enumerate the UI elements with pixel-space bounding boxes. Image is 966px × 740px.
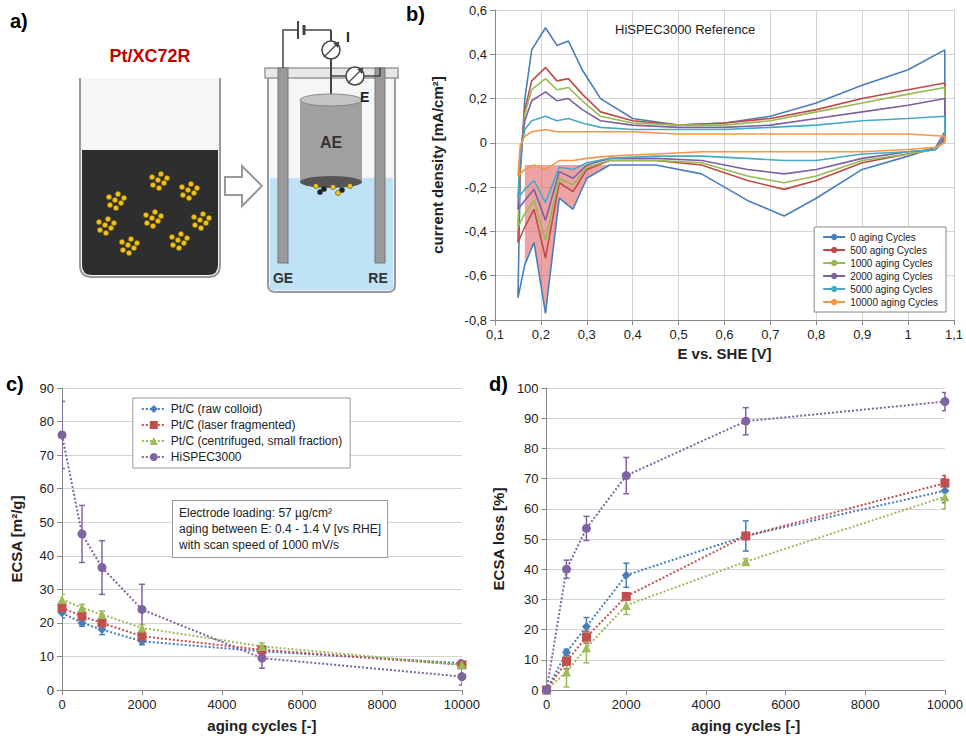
- svg-text:8000: 8000: [851, 697, 880, 712]
- svg-text:70: 70: [40, 448, 54, 463]
- svg-text:90: 90: [524, 411, 538, 426]
- svg-text:d): d): [489, 373, 508, 395]
- svg-text:-0,6: -0,6: [465, 268, 487, 283]
- svg-text:4000: 4000: [691, 697, 720, 712]
- svg-text:RE: RE: [368, 270, 387, 286]
- svg-text:2000: 2000: [128, 697, 157, 712]
- svg-text:60: 60: [524, 501, 538, 516]
- svg-text:AE: AE: [320, 134, 343, 151]
- svg-text:10000 aging Cycles: 10000 aging Cycles: [850, 297, 938, 308]
- svg-text:2000 aging Cycles: 2000 aging Cycles: [850, 271, 932, 282]
- svg-text:HiSPEC3000: HiSPEC3000: [171, 450, 242, 464]
- svg-text:0,6: 0,6: [469, 3, 487, 18]
- svg-text:6000: 6000: [771, 697, 800, 712]
- svg-text:aging between E: 0.4 - 1.4 V [: aging between E: 0.4 - 1.4 V [vs RHE]: [179, 522, 381, 536]
- svg-text:40: 40: [40, 548, 54, 563]
- svg-text:0,4: 0,4: [624, 327, 642, 342]
- svg-text:Pt/C (laser fragmented): Pt/C (laser fragmented): [171, 418, 296, 432]
- svg-text:100: 100: [517, 381, 539, 396]
- svg-text:40: 40: [524, 562, 538, 577]
- svg-text:0: 0: [531, 683, 538, 698]
- svg-text:ECSA [m²/g]: ECSA [m²/g]: [8, 496, 25, 583]
- svg-text:Pt/C (centrifuged, small fract: Pt/C (centrifuged, small fraction): [171, 434, 342, 448]
- svg-text:0: 0: [480, 135, 487, 150]
- svg-text:-0,2: -0,2: [465, 180, 487, 195]
- svg-text:20: 20: [524, 622, 538, 637]
- svg-text:I: I: [346, 29, 350, 45]
- svg-text:500 aging Cycles: 500 aging Cycles: [850, 245, 927, 256]
- svg-text:E vs. SHE [V]: E vs. SHE [V]: [677, 345, 771, 362]
- svg-text:b): b): [406, 3, 425, 25]
- svg-text:1: 1: [904, 327, 911, 342]
- svg-text:4000: 4000: [208, 697, 237, 712]
- svg-text:10: 10: [40, 649, 54, 664]
- svg-text:0,8: 0,8: [807, 327, 825, 342]
- svg-text:0,6: 0,6: [715, 327, 733, 342]
- svg-text:GE: GE: [273, 270, 293, 286]
- svg-text:8000: 8000: [367, 697, 396, 712]
- svg-text:aging cycles [-]: aging cycles [-]: [691, 717, 800, 734]
- svg-text:0,9: 0,9: [853, 327, 871, 342]
- svg-text:6000: 6000: [287, 697, 316, 712]
- svg-text:30: 30: [524, 592, 538, 607]
- svg-text:70: 70: [524, 471, 538, 486]
- svg-text:2000: 2000: [612, 697, 641, 712]
- svg-text:aging cycles [-]: aging cycles [-]: [207, 717, 316, 734]
- svg-text:HiSPEC3000 Reference: HiSPEC3000 Reference: [615, 22, 755, 37]
- svg-text:80: 80: [524, 441, 538, 456]
- svg-text:1,1: 1,1: [945, 327, 963, 342]
- svg-text:90: 90: [40, 381, 54, 396]
- svg-text:Pt/C (raw colloid): Pt/C (raw colloid): [171, 402, 262, 416]
- svg-text:20: 20: [40, 615, 54, 630]
- svg-text:50: 50: [40, 515, 54, 530]
- svg-text:ECSA loss [%]: ECSA loss [%]: [490, 488, 507, 591]
- svg-text:with scan speed of 1000 mV/s: with scan speed of 1000 mV/s: [178, 538, 339, 552]
- svg-text:-0,8: -0,8: [465, 313, 487, 328]
- svg-text:0: 0: [47, 683, 54, 698]
- svg-text:Pt/XC72R: Pt/XC72R: [109, 46, 190, 66]
- svg-text:current density [mA/cm²]: current density [mA/cm²]: [429, 76, 446, 254]
- svg-text:0,3: 0,3: [578, 327, 596, 342]
- svg-text:0,2: 0,2: [532, 327, 550, 342]
- svg-text:c): c): [6, 373, 24, 395]
- svg-text:30: 30: [40, 582, 54, 597]
- svg-text:0: 0: [543, 697, 550, 712]
- svg-text:5000 aging Cycles: 5000 aging Cycles: [850, 284, 932, 295]
- svg-text:0,5: 0,5: [670, 327, 688, 342]
- svg-text:0 aging Cycles: 0 aging Cycles: [850, 232, 916, 243]
- svg-text:60: 60: [40, 481, 54, 496]
- svg-text:50: 50: [524, 532, 538, 547]
- svg-text:Electrode loading: 57 µg/cm²: Electrode loading: 57 µg/cm²: [179, 506, 332, 520]
- svg-text:0: 0: [58, 697, 65, 712]
- svg-text:0,4: 0,4: [469, 47, 487, 62]
- svg-text:0,7: 0,7: [761, 327, 779, 342]
- svg-text:80: 80: [40, 414, 54, 429]
- svg-text:10000: 10000: [444, 697, 480, 712]
- svg-text:10: 10: [524, 652, 538, 667]
- svg-text:1000 aging Cycles: 1000 aging Cycles: [850, 258, 932, 269]
- svg-text:a): a): [10, 10, 28, 32]
- svg-text:-0,4: -0,4: [465, 224, 487, 239]
- svg-text:0,1: 0,1: [486, 327, 504, 342]
- svg-text:10000: 10000: [927, 697, 963, 712]
- svg-text:E: E: [360, 89, 369, 105]
- svg-text:0,2: 0,2: [469, 91, 487, 106]
